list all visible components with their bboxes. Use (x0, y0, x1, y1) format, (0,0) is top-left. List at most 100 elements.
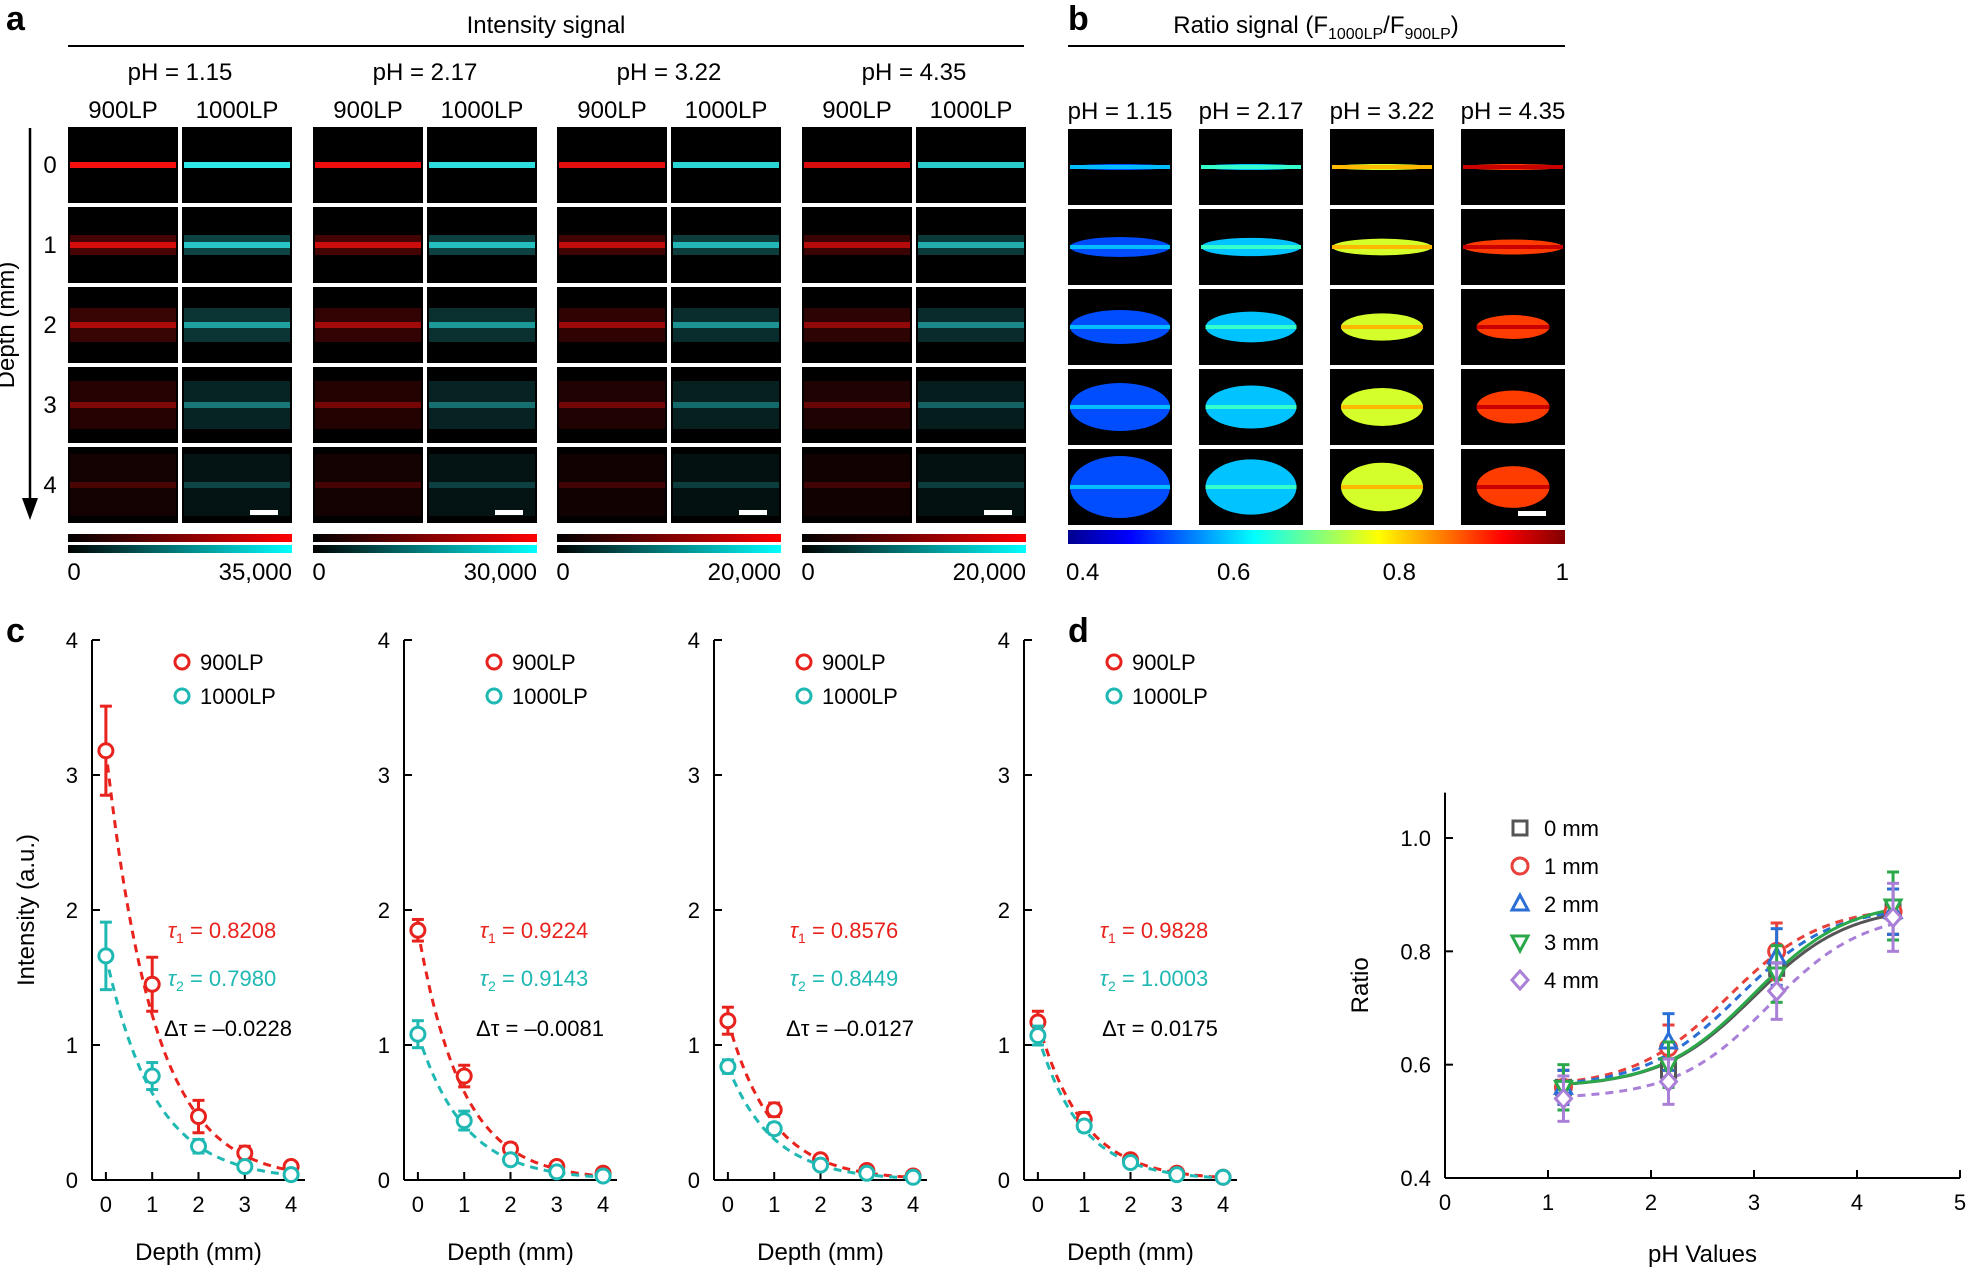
ratio-column: pH = 1.15 (1068, 98, 1172, 525)
ratio-signal-core (1463, 165, 1563, 169)
data-point-1000lp (1029, 1027, 1047, 1045)
legend-marker (795, 653, 813, 671)
panel-b-ratio-grid: pH = 1.15 pH = 2.17 pH = 3.22 pH = 4.35 (1068, 98, 1565, 525)
scale-bar (250, 510, 278, 515)
tau1-subscript: 1 (176, 930, 184, 946)
ratio-column: pH = 3.22 (1330, 98, 1434, 525)
y-tick-label: 3 (66, 763, 78, 788)
delta-tau-annotation: Δτ = –0.0081 (476, 1016, 604, 1041)
signal-band (918, 482, 1024, 488)
marker-diamond (1658, 1070, 1679, 1093)
signal-band (315, 322, 421, 328)
legend-label: 1000LP (512, 684, 588, 709)
tau1-value: = 0.9224 (496, 918, 588, 943)
signal-band (429, 162, 535, 168)
data-point-1000lp (719, 1058, 737, 1076)
depth-tick-label: 3 (43, 392, 56, 419)
x-axis-title: Depth (mm) (757, 1239, 884, 1266)
tau2-symbol: τ (1100, 966, 1110, 991)
tau1-value: = 0.8208 (184, 918, 276, 943)
x-tick-label: 0 (722, 1192, 734, 1217)
colorbar-max-label: 20,000 (708, 559, 781, 586)
signal-band (70, 482, 176, 488)
signal-band (804, 322, 910, 328)
signal-band (184, 242, 290, 248)
panel-b-title-sub1: 1000LP (1328, 26, 1383, 43)
ratio-colorbar-ticks: 0.4 0.6 0.8 1 (1066, 559, 1569, 586)
legend-label: 1 mm (1544, 854, 1599, 879)
tau2-subscript: 2 (798, 978, 806, 994)
ratio-ph-label: pH = 2.17 (1199, 98, 1304, 125)
signal-band (70, 322, 176, 328)
tau1-annotation: τ1 = 0.9828 (1100, 918, 1208, 946)
colorbar-cyan (557, 545, 781, 553)
ratio-signal-core (1332, 165, 1432, 169)
data-point-1000lp (1122, 1153, 1139, 1171)
signal-band (804, 482, 910, 488)
y-tick-label: 1 (688, 1033, 700, 1058)
ratio-signal-core (1070, 165, 1170, 169)
signal-glow (804, 381, 910, 429)
data-point-900lp (236, 1144, 254, 1162)
y-tick-label: 3 (998, 763, 1010, 788)
signal-band (804, 402, 910, 408)
tau1-annotation: τ1 = 0.8576 (790, 918, 898, 946)
ratio-signal-core (1476, 325, 1550, 329)
decay-chart: 0 1 2 3 4 0 1 2 3 4 Depth (mm) Intensity (a.u.) 900L… (13, 628, 305, 1266)
colorbar-max-label: 30,000 (464, 559, 537, 586)
x-tick-label: 3 (1171, 1192, 1183, 1217)
ratio-signal-core (1201, 165, 1301, 169)
data-point-1000lp (812, 1156, 829, 1174)
ratio-signal-core (1201, 245, 1301, 249)
tau1-subscript: 1 (1108, 930, 1116, 946)
colorbar-cyan (313, 545, 537, 553)
marker-triangle-down (1509, 934, 1531, 955)
colorbar-min-label: 0 (67, 559, 80, 586)
channel-label-1000lp: 1000LP (196, 97, 279, 124)
depth-arrow-head (22, 498, 38, 520)
ratio-colorbar (1068, 530, 1565, 544)
tau1-symbol: τ (480, 918, 490, 943)
signal-band (315, 402, 421, 408)
panel-a-image-grid: pH = 1.15 900LP 1000LP 0 35,000 pH = 2.17 900L… (67, 59, 1026, 586)
scale-bar (739, 510, 767, 515)
delta-tau-annotation: Δτ = 0.0175 (1102, 1016, 1218, 1041)
tau1-value: = 0.9828 (1116, 918, 1208, 943)
y-tick-label: 3 (378, 763, 390, 788)
ratio-signal-core (1332, 245, 1432, 249)
x-tick-label: 3 (1748, 1190, 1760, 1215)
signal-band (918, 322, 1024, 328)
signal-glow (315, 381, 421, 429)
panel-label-a: a (6, 0, 26, 38)
signal-band (673, 162, 779, 168)
panel-d-ratio-chart: 0.4 0.6 0.8 1.0 0 1 2 3 4 5 pH Values Ratio 0 mm 1 mm… (1347, 792, 1966, 1268)
legend-marker (173, 653, 191, 671)
tau2-subscript: 2 (176, 978, 184, 994)
y-tick-label: 1 (998, 1033, 1010, 1058)
group-ph-label: pH = 2.17 (373, 59, 478, 86)
x-tick-label: 2 (1645, 1190, 1657, 1215)
x-tick-label: 1 (458, 1192, 470, 1217)
signal-glow (70, 454, 176, 516)
tau2-value: = 0.8449 (806, 966, 898, 991)
tau1-value: = 0.8576 (806, 918, 898, 943)
image-tile (671, 367, 781, 443)
tau2-symbol: τ (480, 966, 490, 991)
image-tile (182, 367, 292, 443)
x-tick-label: 4 (597, 1192, 609, 1217)
ratio-signal-core (1070, 405, 1170, 409)
data-point-1000lp (1168, 1166, 1186, 1184)
signal-glow (184, 381, 290, 429)
group-ph-label: pH = 4.35 (862, 59, 967, 86)
channel-label-900lp: 900LP (88, 97, 157, 124)
intensity-group: pH = 4.35 900LP 1000LP 0 20,000 (801, 59, 1026, 586)
marker-diamond (1766, 979, 1787, 1003)
signal-band (804, 162, 910, 168)
intensity-group: pH = 3.22 900LP 1000LP 0 20,000 (556, 59, 781, 586)
intensity-group: pH = 1.15 900LP 1000LP 0 35,000 (67, 59, 292, 586)
legend-marker (173, 687, 191, 705)
legend-label: 2 mm (1544, 892, 1599, 917)
signal-band (559, 162, 665, 168)
